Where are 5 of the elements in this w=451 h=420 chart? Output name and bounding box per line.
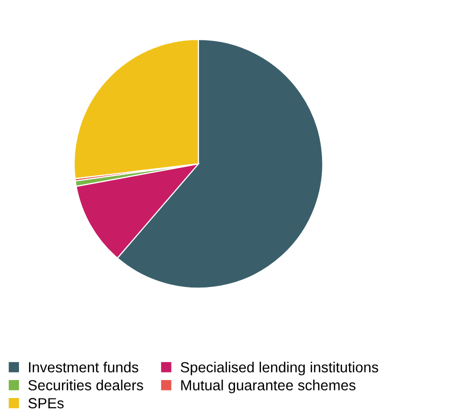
legend-label: Securities dealers bbox=[28, 380, 144, 390]
legend-label: Specialised lending institutions bbox=[180, 362, 378, 376]
legend-label: Investment funds bbox=[29, 362, 138, 372]
legend-label: Mutual guarantee schemes bbox=[181, 380, 356, 394]
legend-label: SPEs bbox=[28, 398, 64, 408]
